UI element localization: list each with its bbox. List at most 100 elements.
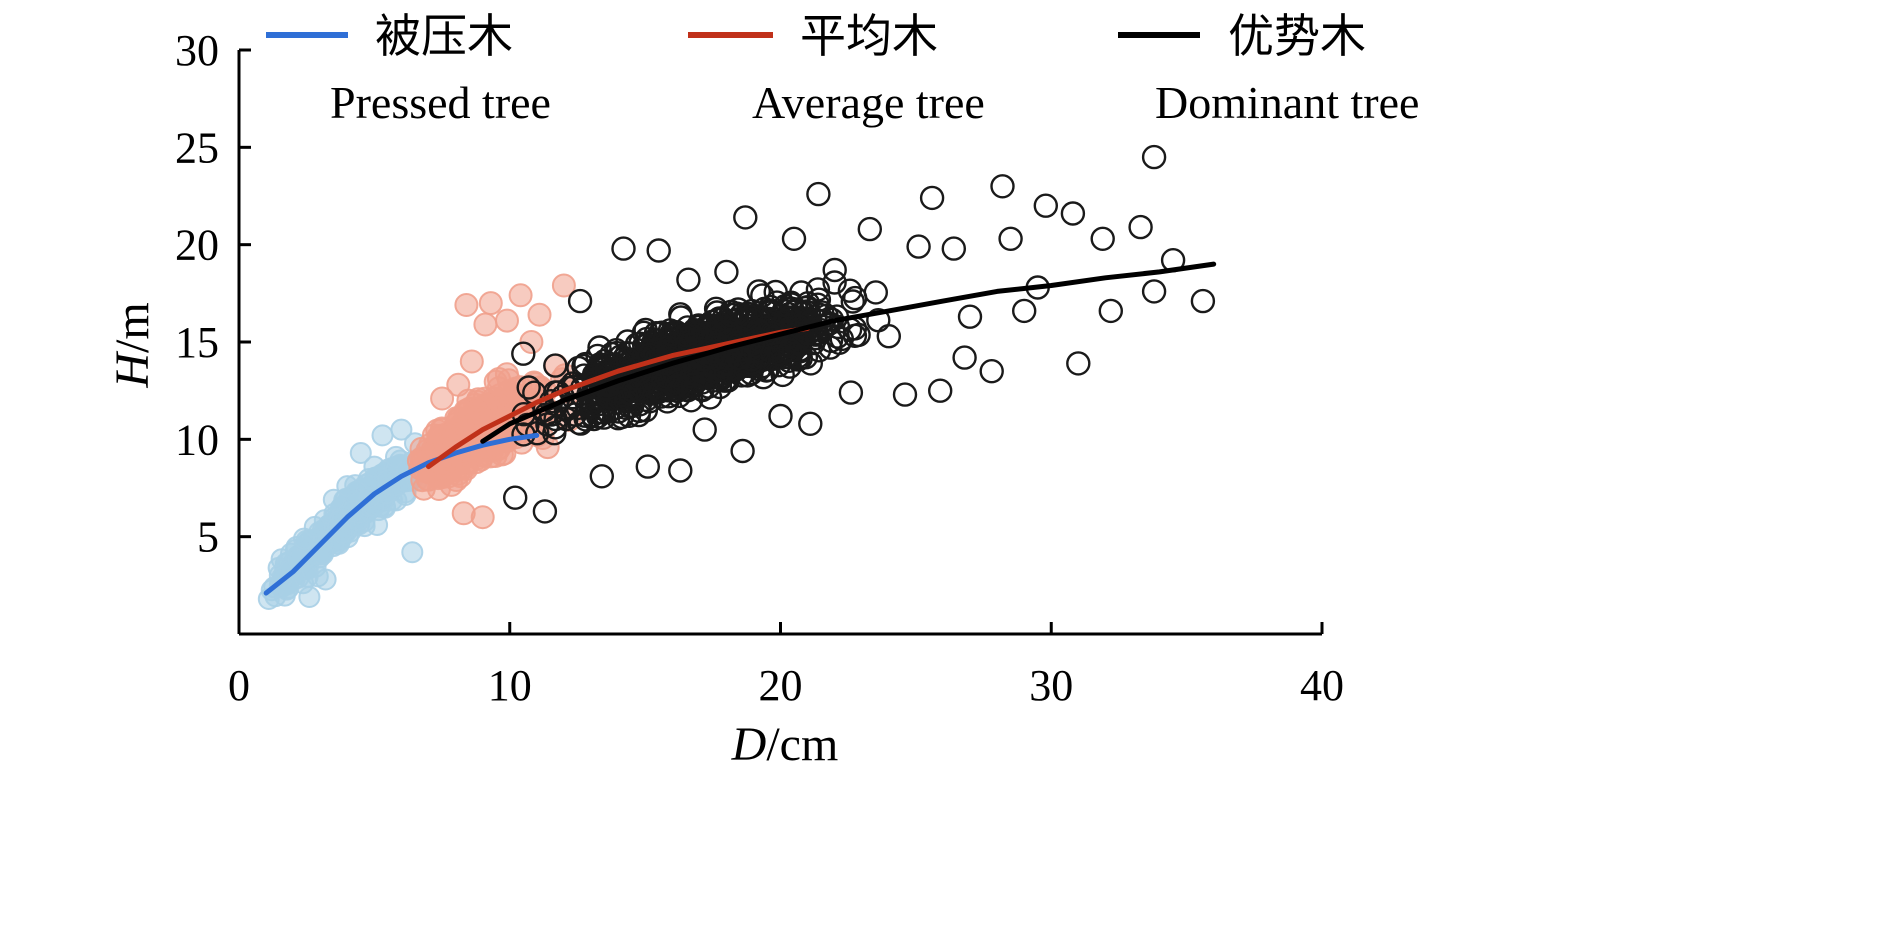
- data-point-dominant: [840, 289, 865, 314]
- data-point-dominant: [680, 372, 705, 398]
- legend-label-cn-pressed: 被压木: [375, 9, 513, 63]
- data-point-average: [470, 505, 495, 530]
- data-point-dominant: [990, 174, 1015, 199]
- data-point-dominant: [676, 267, 701, 292]
- data-point-dominant: [659, 322, 684, 347]
- legend-item-dominant: 优势木 Dominant tree: [1118, 9, 1419, 128]
- data-point-pressed: [401, 541, 424, 564]
- legend-label-en-dominant: Dominant tree: [1155, 77, 1419, 128]
- data-point-dominant: [1141, 279, 1167, 304]
- data-point-dominant: [806, 181, 831, 207]
- data-point-dominant: [876, 324, 901, 349]
- y-tick-label: 30: [175, 26, 219, 75]
- data-point-dominant: [837, 278, 863, 303]
- data-point-average: [473, 312, 498, 337]
- data-point-average: [454, 293, 479, 317]
- data-point-dominant: [516, 375, 541, 400]
- data-point-pressed: [390, 418, 413, 441]
- data-point-dominant: [611, 236, 636, 261]
- legend: 被压木 Pressed tree 平均木 Average tree 优势木 Do…: [266, 9, 1419, 128]
- data-point-average: [551, 273, 576, 298]
- ticks-layer: 0 10 20 30 40 5 10 15 20 25 30: [175, 26, 1344, 710]
- data-point-dominant: [768, 403, 793, 429]
- legend-label-en-pressed: Pressed tree: [330, 77, 551, 128]
- y-tick-label: 20: [175, 221, 219, 270]
- legend-label-cn-average: 平均木: [800, 9, 938, 63]
- data-point-dominant: [786, 344, 811, 369]
- data-point-dominant: [664, 374, 689, 399]
- data-point-pressed: [349, 442, 372, 464]
- data-point-dominant: [511, 341, 536, 366]
- data-point-dominant: [635, 454, 660, 479]
- data-point-pressed: [298, 586, 321, 608]
- data-point-dominant: [607, 386, 632, 411]
- y-tick-label: 25: [175, 123, 219, 172]
- data-point-dominant: [1060, 201, 1086, 226]
- data-point-dominant: [692, 417, 717, 442]
- data-point-dominant: [543, 353, 568, 378]
- scatter-points-layer: [257, 144, 1216, 610]
- data-point-dominant: [941, 236, 966, 261]
- data-point-dominant: [919, 185, 945, 211]
- data-point-average: [527, 302, 552, 327]
- series-average-points: [406, 273, 583, 530]
- data-point-dominant: [633, 317, 658, 343]
- data-point-dominant: [781, 226, 807, 252]
- y-axis-title: H/m: [106, 302, 159, 388]
- data-point-dominant: [979, 359, 1004, 384]
- axes-layer: 0 10 20 30 40 5 10 15 20 25 30: [175, 26, 1344, 710]
- y-axis-unit: /m: [106, 302, 159, 353]
- data-point-dominant: [626, 402, 651, 428]
- x-tick-label: 0: [228, 661, 250, 710]
- data-point-dominant: [1128, 214, 1153, 240]
- data-point-dominant: [566, 410, 592, 435]
- data-point-dominant: [805, 277, 831, 302]
- x-axis-unit: /cm: [766, 718, 838, 771]
- data-point-dominant: [668, 458, 693, 483]
- data-point-average: [478, 291, 503, 316]
- data-point-pressed: [363, 455, 386, 478]
- data-point-dominant: [798, 351, 823, 376]
- data-point-dominant: [822, 257, 847, 283]
- data-point-dominant: [503, 485, 528, 510]
- data-point-dominant: [863, 280, 888, 305]
- data-point-dominant: [646, 238, 671, 263]
- data-point-average: [459, 349, 484, 374]
- data-point-dominant: [746, 279, 771, 304]
- data-point-dominant: [730, 438, 755, 464]
- axis-titles: D/cm H/m: [106, 302, 838, 771]
- data-point-pressed: [336, 475, 359, 498]
- data-point-dominant: [714, 259, 739, 285]
- y-axis-variable: H: [106, 351, 159, 389]
- data-point-dominant: [697, 385, 723, 410]
- data-point-pressed: [303, 515, 326, 538]
- data-point-dominant: [778, 338, 803, 363]
- x-axis-title: D/cm: [731, 718, 839, 771]
- data-point-dominant: [609, 404, 635, 430]
- legend-item-pressed: 被压木 Pressed tree: [266, 9, 551, 128]
- legend-label-en-average: Average tree: [752, 77, 985, 128]
- data-point-dominant: [589, 464, 614, 489]
- data-point-dominant: [733, 205, 758, 230]
- data-point-dominant: [1011, 298, 1037, 324]
- data-point-dominant: [580, 403, 605, 428]
- y-tick-label: 5: [197, 513, 219, 562]
- x-tick-label: 40: [1300, 661, 1344, 710]
- legend-label-cn-dominant: 优势木: [1228, 9, 1366, 63]
- data-point-dominant: [735, 313, 760, 338]
- data-point-average: [446, 372, 471, 397]
- data-point-dominant: [838, 380, 864, 405]
- data-point-average: [495, 308, 519, 333]
- data-point-dominant: [1190, 288, 1216, 314]
- data-point-dominant: [1033, 193, 1059, 218]
- x-tick-label: 20: [759, 661, 803, 710]
- data-point-average: [430, 386, 455, 411]
- data-point-dominant: [842, 323, 868, 348]
- data-point-dominant: [998, 226, 1023, 252]
- data-point-dominant: [532, 499, 558, 524]
- data-point-average: [492, 441, 517, 466]
- data-point-dominant: [798, 411, 823, 436]
- series-dominant-points: [503, 144, 1216, 524]
- data-point-pressed: [366, 514, 389, 536]
